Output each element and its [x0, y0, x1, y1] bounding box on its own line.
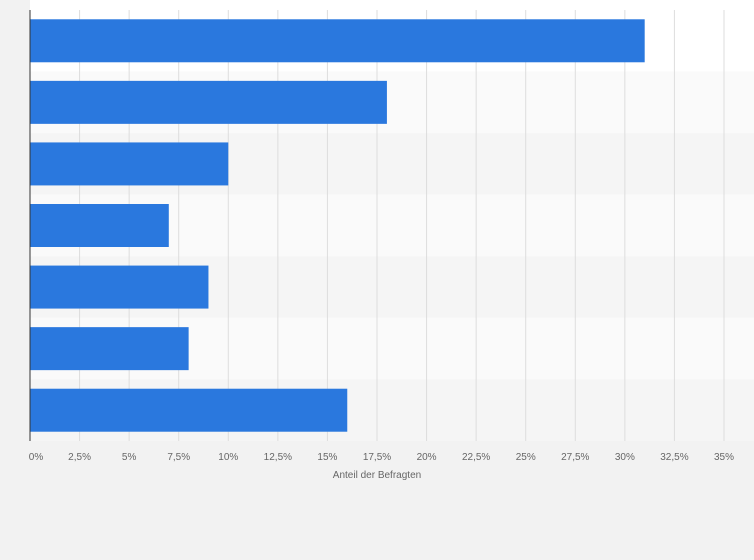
- x-tick-label: 35%: [714, 452, 734, 463]
- x-tick-label: 0%: [29, 452, 44, 463]
- x-tick-label: 2,5%: [68, 452, 91, 463]
- x-axis-ticks: 0% 2,5% 5% 7,5% 10% 12,5% 15% 17,5% 20% 22,5% 25% 2…: [29, 452, 734, 463]
- bar[interactable]: [30, 19, 645, 63]
- bar[interactable]: [30, 204, 169, 247]
- bar[interactable]: [30, 265, 209, 309]
- x-tick-label: 5%: [122, 452, 137, 463]
- x-tick-label: 25%: [516, 452, 536, 463]
- bars: [30, 19, 645, 432]
- x-tick-label: 17,5%: [363, 452, 391, 463]
- x-axis-title: Anteil der Befragten: [333, 470, 421, 481]
- x-tick-label: 12,5%: [264, 452, 292, 463]
- x-tick-label: 20%: [417, 452, 437, 463]
- bar[interactable]: [30, 327, 189, 371]
- bar[interactable]: [30, 142, 229, 186]
- x-tick-label: 32,5%: [660, 452, 688, 463]
- x-tick-label: 22,5%: [462, 452, 490, 463]
- x-tick-label: 7,5%: [167, 452, 190, 463]
- bar[interactable]: [30, 388, 348, 432]
- bar[interactable]: [30, 80, 387, 124]
- x-tick-label: 10%: [218, 452, 238, 463]
- x-tick-label: 30%: [615, 452, 635, 463]
- x-tick-label: 15%: [317, 452, 337, 463]
- x-tick-label: 27,5%: [561, 452, 589, 463]
